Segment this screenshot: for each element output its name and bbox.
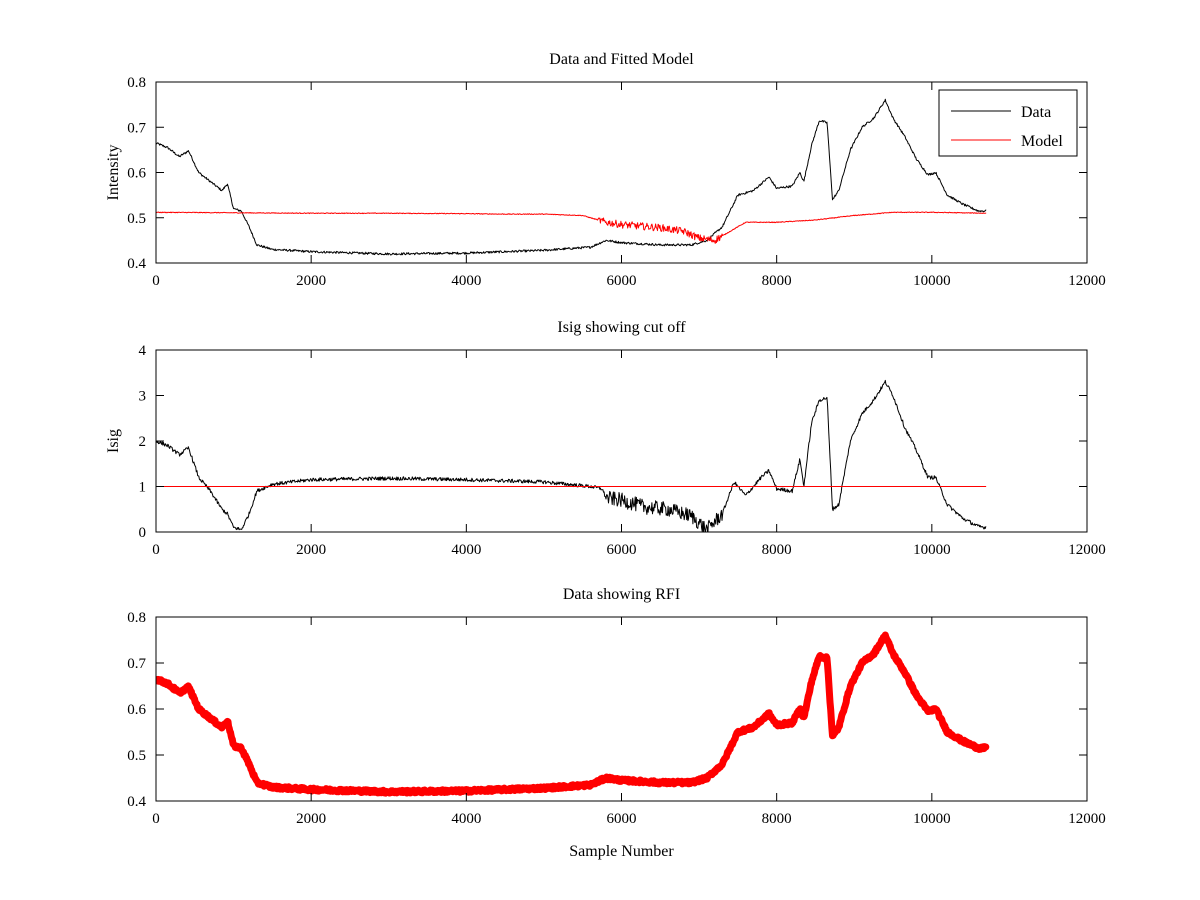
x-tick-label: 6000 — [607, 273, 637, 289]
y-tick-label: 0.5 — [127, 211, 146, 227]
plot-area — [156, 631, 990, 797]
x-tick-label: 12000 — [1068, 811, 1106, 827]
legend-entry: Model — [1021, 133, 1063, 150]
x-tick-label: 0 — [152, 811, 160, 827]
x-tick-label: 8000 — [762, 273, 792, 289]
chart-title: Isig showing cut off — [557, 319, 686, 336]
y-tick-label: 4 — [139, 343, 147, 359]
series-1-line — [156, 379, 987, 532]
y-tick-label: 0.6 — [127, 702, 146, 718]
y-tick-label: 2 — [139, 434, 147, 450]
x-tick-label: 10000 — [913, 811, 951, 827]
x-axis-label: Sample Number — [569, 843, 674, 860]
x-tick-label: 12000 — [1068, 542, 1106, 558]
x-tick-label: 10000 — [913, 273, 951, 289]
y-tick-label: 1 — [139, 480, 147, 496]
x-tick-label: 0 — [152, 542, 160, 558]
subplot-3: 0 2000 4000 6000 8000 10000 12000 0.4 0.5 0.6 0.7 0… — [127, 586, 1106, 860]
x-tick-label: 6000 — [607, 811, 637, 827]
plot-area — [156, 379, 987, 532]
x-tick-label: 2000 — [296, 542, 326, 558]
y-tick-label: 0.5 — [127, 748, 146, 764]
x-tick-label: 10000 — [913, 542, 951, 558]
x-tick-label: 4000 — [451, 542, 481, 558]
legend: Data Model — [938, 89, 1078, 157]
y-tick-label: 0.4 — [127, 794, 146, 810]
axes-box — [155, 616, 1088, 802]
x-tick-label: 6000 — [607, 542, 637, 558]
y-axis-label: Isig — [105, 429, 122, 453]
y-tick-label: 0.8 — [127, 75, 146, 91]
y-tick-label: 0.6 — [127, 166, 146, 182]
y-tick-label: 3 — [139, 389, 147, 405]
chart-title: Data and Fitted Model — [549, 51, 694, 68]
legend-entry: Data — [1021, 104, 1051, 121]
x-tick-label: 12000 — [1068, 273, 1106, 289]
x-tick-label: 4000 — [451, 273, 481, 289]
x-tick-label: 4000 — [451, 811, 481, 827]
x-tick-label: 2000 — [296, 811, 326, 827]
y-tick-label: 0.8 — [127, 610, 146, 626]
series-1-line — [156, 98, 987, 256]
y-tick-label: 0 — [139, 525, 147, 541]
y-tick-label: 0.7 — [127, 656, 146, 672]
chart-title: Data showing RFI — [563, 586, 680, 603]
series-1-line — [156, 631, 990, 797]
y-axis-label: Intensity — [105, 145, 122, 201]
x-tick-label: 0 — [152, 273, 160, 289]
legend-box — [938, 89, 1078, 157]
y-tick-label: 0.4 — [127, 256, 146, 272]
subplot-2: 0 2000 4000 6000 8000 10000 12000 0 1 2 3 4 Isig sho… — [105, 319, 1106, 558]
subplot-1: 0 2000 4000 6000 8000 10000 12000 0.4 0.5 0.6 0.7 0… — [105, 51, 1106, 289]
x-tick-label: 8000 — [762, 811, 792, 827]
y-tick-label: 0.7 — [127, 120, 146, 136]
series-2-line — [156, 211, 987, 244]
x-tick-label: 2000 — [296, 273, 326, 289]
plot-area — [156, 98, 987, 256]
x-tick-label: 8000 — [762, 542, 792, 558]
